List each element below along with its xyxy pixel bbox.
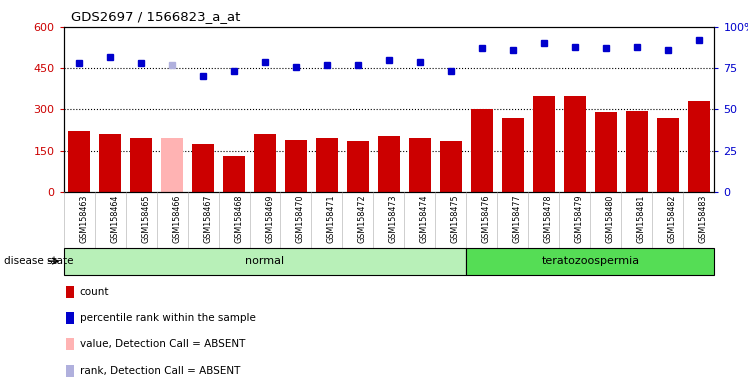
Bar [409, 138, 431, 192]
Bar [66, 365, 74, 377]
Text: GSM158471: GSM158471 [327, 195, 336, 243]
Text: normal: normal [245, 256, 284, 266]
Bar [347, 141, 369, 192]
Bar [626, 111, 648, 192]
Text: GSM158467: GSM158467 [203, 195, 212, 243]
Text: GSM158475: GSM158475 [451, 195, 460, 243]
Bar [471, 109, 493, 192]
Text: GSM158476: GSM158476 [482, 195, 491, 243]
Text: GSM158468: GSM158468 [234, 195, 243, 243]
Text: GSM158480: GSM158480 [606, 195, 615, 243]
Bar [161, 138, 183, 192]
Text: GSM158463: GSM158463 [79, 195, 88, 243]
Bar [68, 131, 90, 192]
Text: GSM158474: GSM158474 [420, 195, 429, 243]
Text: teratozoospermia: teratozoospermia [542, 256, 640, 266]
Bar [285, 140, 307, 192]
Bar [533, 96, 555, 192]
Bar [502, 118, 524, 192]
Text: GSM158479: GSM158479 [575, 195, 584, 243]
Text: GSM158482: GSM158482 [668, 195, 677, 243]
Text: GSM158466: GSM158466 [172, 195, 181, 243]
Text: GDS2697 / 1566823_a_at: GDS2697 / 1566823_a_at [71, 10, 240, 23]
Bar [440, 141, 462, 192]
Bar [316, 138, 338, 192]
Text: count: count [79, 286, 109, 296]
Bar [657, 118, 678, 192]
Bar [254, 134, 276, 192]
Bar [223, 156, 245, 192]
Text: GSM158473: GSM158473 [389, 195, 398, 243]
Text: disease state: disease state [4, 256, 73, 266]
Bar [688, 101, 710, 192]
Text: GSM158472: GSM158472 [358, 195, 367, 243]
Text: GSM158465: GSM158465 [141, 195, 150, 243]
Bar [378, 136, 399, 192]
Bar [64, 248, 467, 275]
Bar [130, 138, 152, 192]
Bar [66, 312, 74, 324]
Text: rank, Detection Call = ABSENT: rank, Detection Call = ABSENT [79, 366, 240, 376]
Text: percentile rank within the sample: percentile rank within the sample [79, 313, 255, 323]
Bar [192, 144, 214, 192]
Text: GSM158483: GSM158483 [699, 195, 708, 243]
Bar [467, 248, 714, 275]
Text: GSM158470: GSM158470 [296, 195, 305, 243]
Text: GSM158478: GSM158478 [544, 195, 553, 243]
Bar [66, 338, 74, 350]
Text: value, Detection Call = ABSENT: value, Detection Call = ABSENT [79, 339, 245, 349]
Text: GSM158481: GSM158481 [637, 195, 646, 243]
Text: GSM158477: GSM158477 [513, 195, 522, 243]
Bar [595, 112, 616, 192]
Bar [564, 96, 586, 192]
Bar [99, 134, 121, 192]
Text: GSM158469: GSM158469 [265, 195, 274, 243]
Text: GSM158464: GSM158464 [110, 195, 119, 243]
Bar [66, 286, 74, 298]
